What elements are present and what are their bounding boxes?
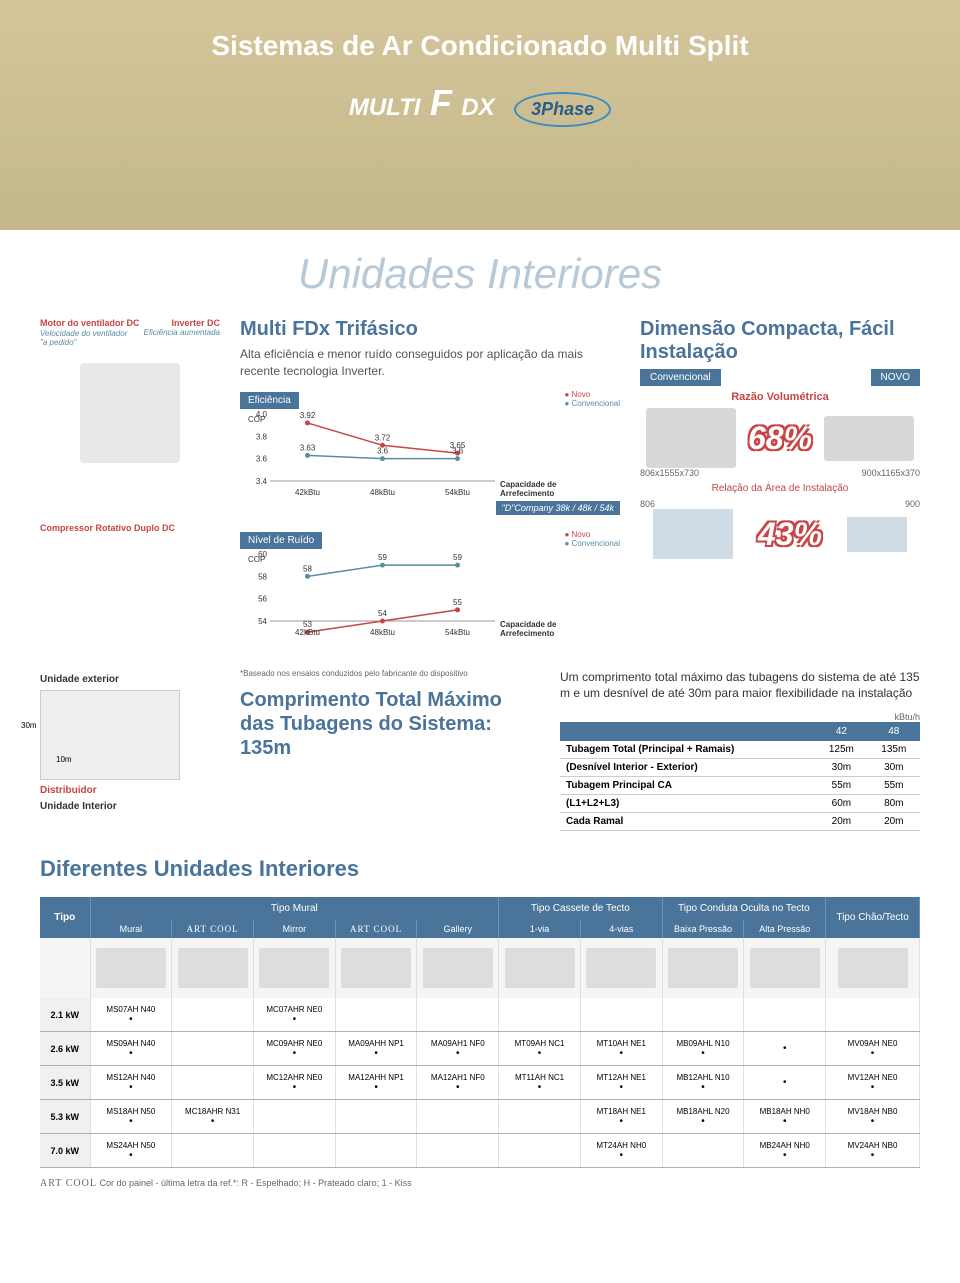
comprimento-title: Comprimento Total Máximo das Tubagens do… bbox=[240, 688, 540, 760]
eficiencia-svg: 4.03.83.63.4COP3.923.723.653.633.63.642k… bbox=[240, 409, 500, 499]
unidade-exterior-label: Unidade exterior bbox=[40, 674, 220, 685]
eficiencia-chart: Eficiência ● Novo ● Convencional 4.03.83… bbox=[240, 390, 620, 515]
inverter-sub: Eficiência aumentada bbox=[144, 328, 221, 337]
area-novo bbox=[847, 517, 907, 552]
ruido-chart: Nível de Ruído ● Novo ● Convencional 605… bbox=[240, 530, 620, 639]
svg-text:56: 56 bbox=[258, 594, 267, 603]
relacao-pct: 43% bbox=[758, 516, 822, 553]
svg-text:54: 54 bbox=[378, 609, 387, 618]
motor-title: Motor do ventilador DC bbox=[40, 318, 140, 329]
brand-multi: MULTI bbox=[349, 94, 421, 121]
conv-tag: Convencional bbox=[640, 369, 721, 386]
novo-dim: 900x1165x370 bbox=[862, 468, 920, 478]
svg-text:3.6: 3.6 bbox=[452, 446, 464, 455]
razao-pct: 68% bbox=[748, 420, 812, 457]
motor-sub1: Velocidade do ventilador bbox=[40, 329, 140, 339]
cap-label-1: Capacidade de Arrefecimento bbox=[500, 481, 560, 499]
svg-text:3.92: 3.92 bbox=[300, 411, 316, 420]
brand-dx: DX bbox=[461, 94, 494, 121]
svg-text:42kBtu: 42kBtu bbox=[295, 628, 320, 637]
units-table: TipoTipo MuralTipo Cassete de TectoTipo … bbox=[40, 897, 920, 1168]
ruido-svg: 60585654COP53545558595942kBtu48kBtu54kBt… bbox=[240, 549, 500, 639]
brand-f: F bbox=[430, 82, 452, 123]
motor-sub2: "a pedido" bbox=[40, 338, 140, 348]
compressor-title: Compressor Rotativo Duplo DC bbox=[40, 523, 220, 534]
svg-text:58: 58 bbox=[303, 564, 312, 573]
right-column: Dimensão Compacta, Fácil Instalação Conv… bbox=[640, 318, 920, 654]
hero-banner: Sistemas de Ar Condicionado Multi Split … bbox=[0, 0, 960, 230]
middle-column: Multi FDx Trifásico Alta eficiência e me… bbox=[240, 318, 620, 654]
svg-text:3.8: 3.8 bbox=[256, 432, 268, 441]
svg-text:48kBtu: 48kBtu bbox=[370, 488, 395, 497]
svg-text:54: 54 bbox=[258, 617, 267, 626]
inverter-title: Inverter DC bbox=[144, 318, 221, 328]
svg-text:3.63: 3.63 bbox=[300, 443, 316, 452]
phase-badge: 3Phase bbox=[514, 92, 611, 127]
kbtu-label: kBtu/h bbox=[560, 712, 920, 722]
bottom-mid: *Baseado nos ensaios conduzidos pelo fab… bbox=[240, 669, 540, 832]
eficiencia-header: Eficiência bbox=[240, 392, 299, 409]
dimensao-title: Dimensão Compacta, Fácil Instalação bbox=[640, 318, 920, 364]
svg-text:3.4: 3.4 bbox=[256, 477, 268, 486]
svg-text:48kBtu: 48kBtu bbox=[370, 628, 395, 637]
footer-note: ART COOL Cor do painel - última letra da… bbox=[40, 1178, 920, 1189]
svg-text:54kBtu: 54kBtu bbox=[445, 628, 470, 637]
svg-text:59: 59 bbox=[453, 553, 462, 562]
relacao-label: Relação da Área de Instalação bbox=[640, 483, 920, 494]
conv-dim: 806x1555x730 bbox=[640, 468, 699, 478]
svg-text:3.72: 3.72 bbox=[375, 433, 391, 442]
unidade-interior-label: Unidade Interior bbox=[40, 801, 220, 812]
svg-text:COP: COP bbox=[248, 415, 265, 424]
trifasico-desc: Alta eficiência e menor ruído conseguido… bbox=[240, 346, 620, 380]
conv-unit-img bbox=[646, 408, 736, 468]
diferentes-title: Diferentes Unidades Interiores bbox=[40, 856, 920, 882]
svg-text:3.6: 3.6 bbox=[377, 446, 389, 455]
trifasico-title: Multi FDx Trifásico bbox=[240, 318, 620, 341]
svg-text:58: 58 bbox=[258, 572, 267, 581]
svg-text:COP: COP bbox=[248, 555, 265, 564]
piping-diagram: 30m 10m bbox=[40, 690, 180, 780]
comprimento-desc: Um comprimento total máximo das tubagens… bbox=[560, 669, 920, 703]
svg-text:3.6: 3.6 bbox=[256, 454, 268, 463]
distribuidor-label: Distribuidor bbox=[40, 785, 220, 796]
area-conv bbox=[653, 509, 733, 559]
bottom-left: Unidade exterior 30m 10m Distribuidor Un… bbox=[40, 669, 220, 832]
cap-label-2: Capacidade de Arrefecimento bbox=[500, 621, 560, 639]
novo-unit-img bbox=[824, 416, 914, 461]
svg-text:59: 59 bbox=[378, 553, 387, 562]
tubagem-table: 4248Tubagem Total (Principal + Ramais)12… bbox=[560, 722, 920, 831]
bottom-right: Um comprimento total máximo das tubagens… bbox=[560, 669, 920, 832]
ruido-header: Nível de Ruído bbox=[240, 532, 322, 549]
razao-label: Razão Volumétrica bbox=[640, 391, 920, 403]
eficiencia-footnote: "D"Company 38k / 48k / 54k bbox=[496, 501, 620, 515]
svg-text:55: 55 bbox=[453, 597, 462, 606]
left-column: Motor do ventilador DC Velocidade do ven… bbox=[40, 318, 220, 654]
svg-text:42kBtu: 42kBtu bbox=[295, 488, 320, 497]
compressor-diagram bbox=[80, 363, 180, 463]
brand-row: MULTI F DX 3Phase bbox=[40, 82, 920, 127]
main-heading: Unidades Interiores bbox=[0, 230, 960, 318]
footnote: *Baseado nos ensaios conduzidos pelo fab… bbox=[240, 669, 540, 678]
hero-title: Sistemas de Ar Condicionado Multi Split bbox=[40, 30, 920, 62]
svg-text:54kBtu: 54kBtu bbox=[445, 488, 470, 497]
novo-tag: NOVO bbox=[871, 369, 920, 386]
